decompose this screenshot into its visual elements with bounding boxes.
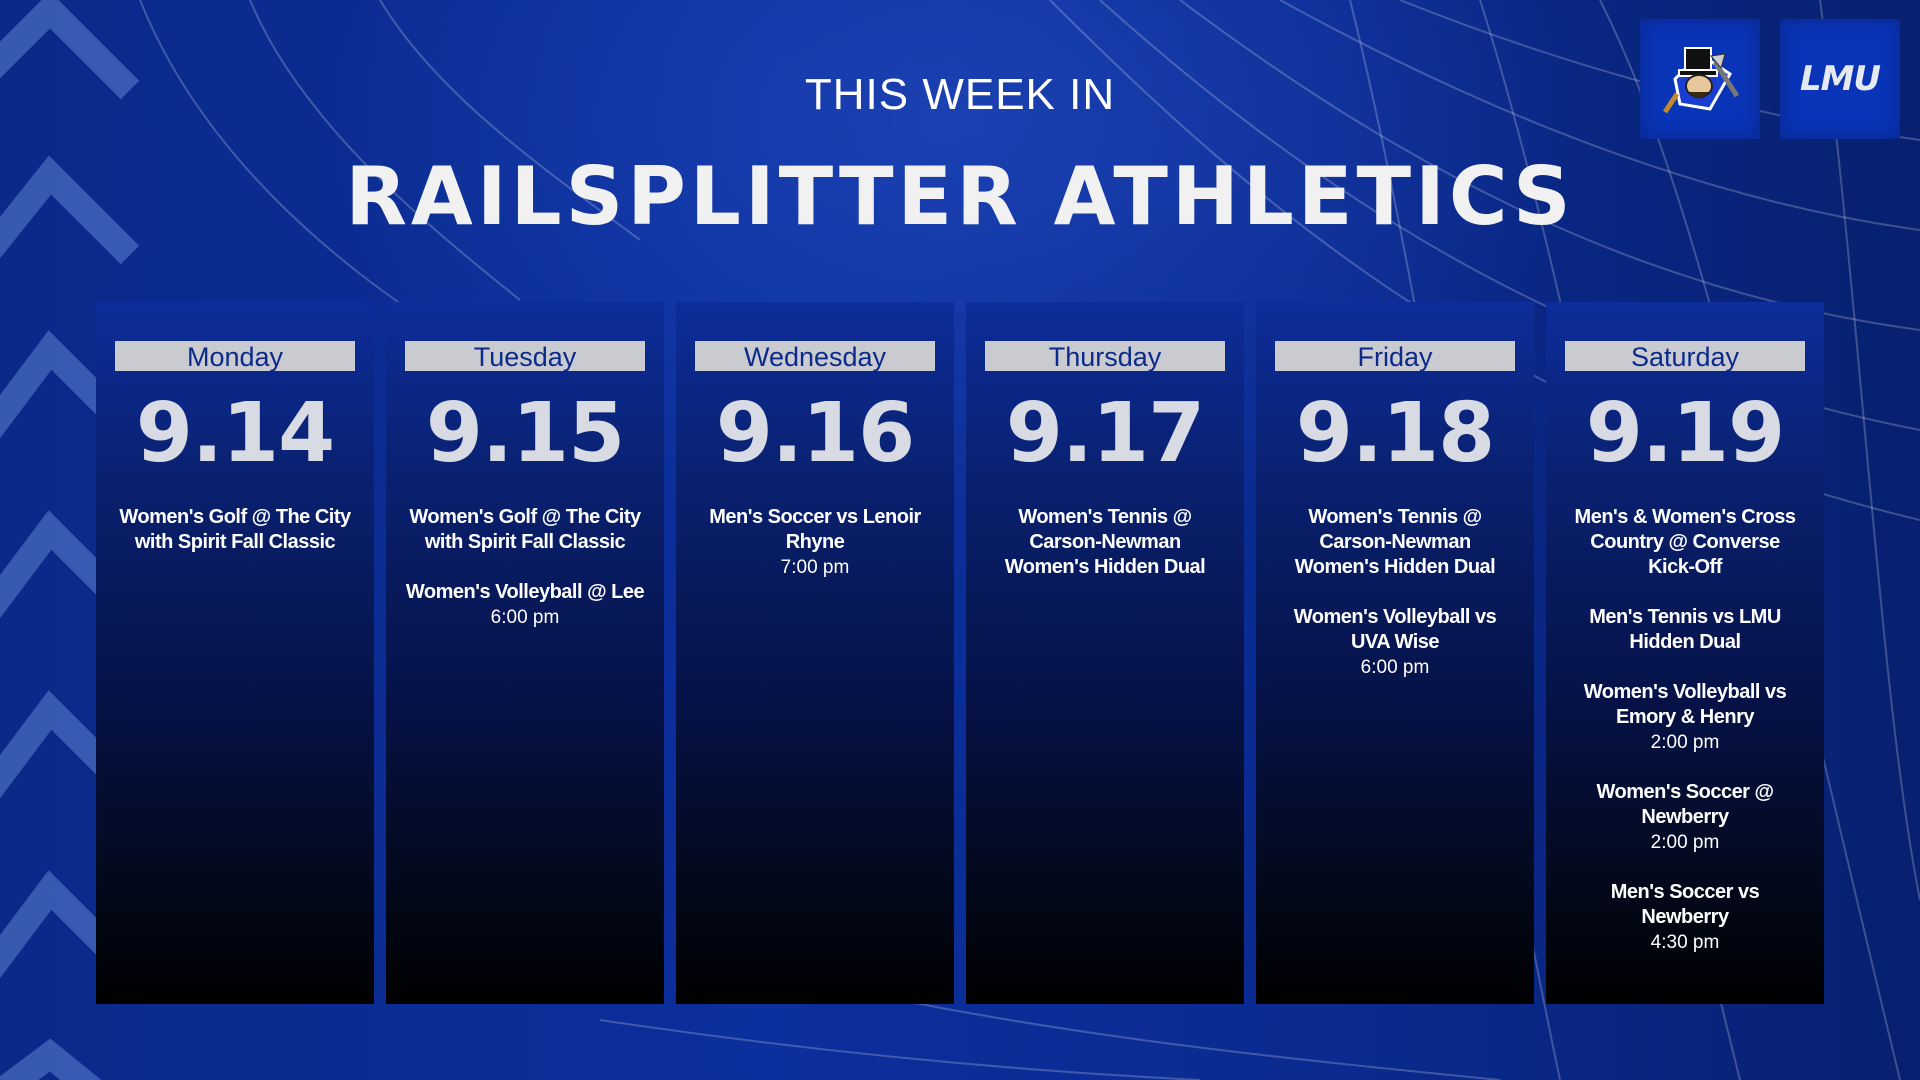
event-name: Women's Volleyball vs Emory & Henry [1583,681,1787,728]
event-time: 6:00 pm [490,607,560,628]
day-label: Saturday [1565,341,1805,372]
day-column-wednesday: Wednesday 9.16 Men's Soccer vs Lenoir Rhyn… [676,302,954,1004]
event-item: Men's Soccer vs Lenoir Rhyne 7:00 pm [695,505,935,580]
event-list: Women's Golf @ The City with Spirit Fall… [405,505,645,655]
day-column-saturday: Saturday 9.19 Men's & Women's Cross Countr… [1546,302,1824,1004]
day-date: 9.16 [715,386,915,481]
event-name: Women's Golf @ The City with Spirit Fall… [409,506,641,553]
event-item: Women's Golf @ The City with Spirit Fall… [405,505,645,555]
event-name: Men's Soccer vs Newberry [1610,881,1760,928]
event-item: Men's & Women's Cross Country @ Converse… [1565,505,1805,580]
event-list: Women's Golf @ The City with Spirit Fall… [115,505,355,580]
event-item: Women's Volleyball @ Lee 6:00 pm [405,580,645,630]
day-label: Tuesday [405,341,645,372]
schedule-columns: Monday 9.14 Women's Golf @ The City with S… [96,302,1824,1004]
event-item: Women's Volleyball vs UVA Wise 6:00 pm [1275,605,1515,680]
day-column-thursday: Thursday 9.17 Women's Tennis @ Carson-Newm… [966,302,1244,1004]
event-name: Women's Volleyball vs UVA Wise [1293,606,1497,653]
day-date: 9.15 [425,386,625,481]
event-time: 2:00 pm [1650,832,1720,853]
event-item: Men's Tennis vs LMU Hidden Dual [1565,605,1805,655]
day-date: 9.17 [1005,386,1205,481]
event-name: Women's Tennis @ Carson-Newman Women's H… [1004,506,1206,578]
event-name: Women's Soccer @ Newberry [1596,781,1774,828]
event-time: 6:00 pm [1360,657,1430,678]
page-title: RAILSPLITTER ATHLETICS [345,150,1575,243]
event-name: Men's Soccer vs Lenoir Rhyne [709,506,921,553]
day-date: 9.18 [1295,386,1495,481]
event-item: Women's Golf @ The City with Spirit Fall… [115,505,355,555]
event-time: 4:30 pm [1650,932,1720,953]
day-label: Thursday [985,341,1225,372]
event-list: Men's & Women's Cross Country @ Converse… [1565,505,1805,980]
event-list: Men's Soccer vs Lenoir Rhyne 7:00 pm [695,505,935,605]
event-list: Women's Tennis @ Carson-Newman Women's H… [1275,505,1515,705]
day-date: 9.14 [135,386,335,481]
mascot-logo [1640,19,1760,139]
event-name: Men's & Women's Cross Country @ Converse… [1574,506,1796,578]
railsplitter-mascot-icon [1662,47,1740,114]
event-item: Men's Soccer vs Newberry 4:30 pm [1565,880,1805,955]
logo-area: LMU [1640,19,1900,139]
day-label: Monday [115,341,355,372]
day-label: Friday [1275,341,1515,372]
day-column-tuesday: Tuesday 9.15 Women's Golf @ The City with … [386,302,664,1004]
event-item: Women's Tennis @ Carson-Newman Women's H… [985,505,1225,580]
header-subtitle: THIS WEEK IN [804,70,1116,119]
event-item: Women's Soccer @ Newberry 2:00 pm [1565,780,1805,855]
lmu-logo: LMU [1780,19,1900,139]
event-name: Men's Tennis vs LMU Hidden Dual [1589,606,1781,653]
event-name: Women's Tennis @ Carson-Newman Women's H… [1294,506,1496,578]
event-item: Women's Tennis @ Carson-Newman Women's H… [1275,505,1515,580]
event-name: Women's Golf @ The City with Spirit Fall… [119,506,351,553]
day-column-friday: Friday 9.18 Women's Tennis @ Carson-Newman… [1256,302,1534,1004]
event-item: Women's Volleyball vs Emory & Henry 2:00 … [1565,680,1805,755]
event-time: 7:00 pm [780,557,850,578]
lmu-logo-text: LMU [1799,59,1881,99]
event-list: Women's Tennis @ Carson-Newman Women's H… [985,505,1225,605]
day-column-monday: Monday 9.14 Women's Golf @ The City with S… [96,302,374,1004]
event-name: Women's Volleyball @ Lee [405,581,645,603]
event-time: 2:00 pm [1650,732,1720,753]
day-date: 9.19 [1585,386,1785,481]
day-label: Wednesday [695,341,935,372]
